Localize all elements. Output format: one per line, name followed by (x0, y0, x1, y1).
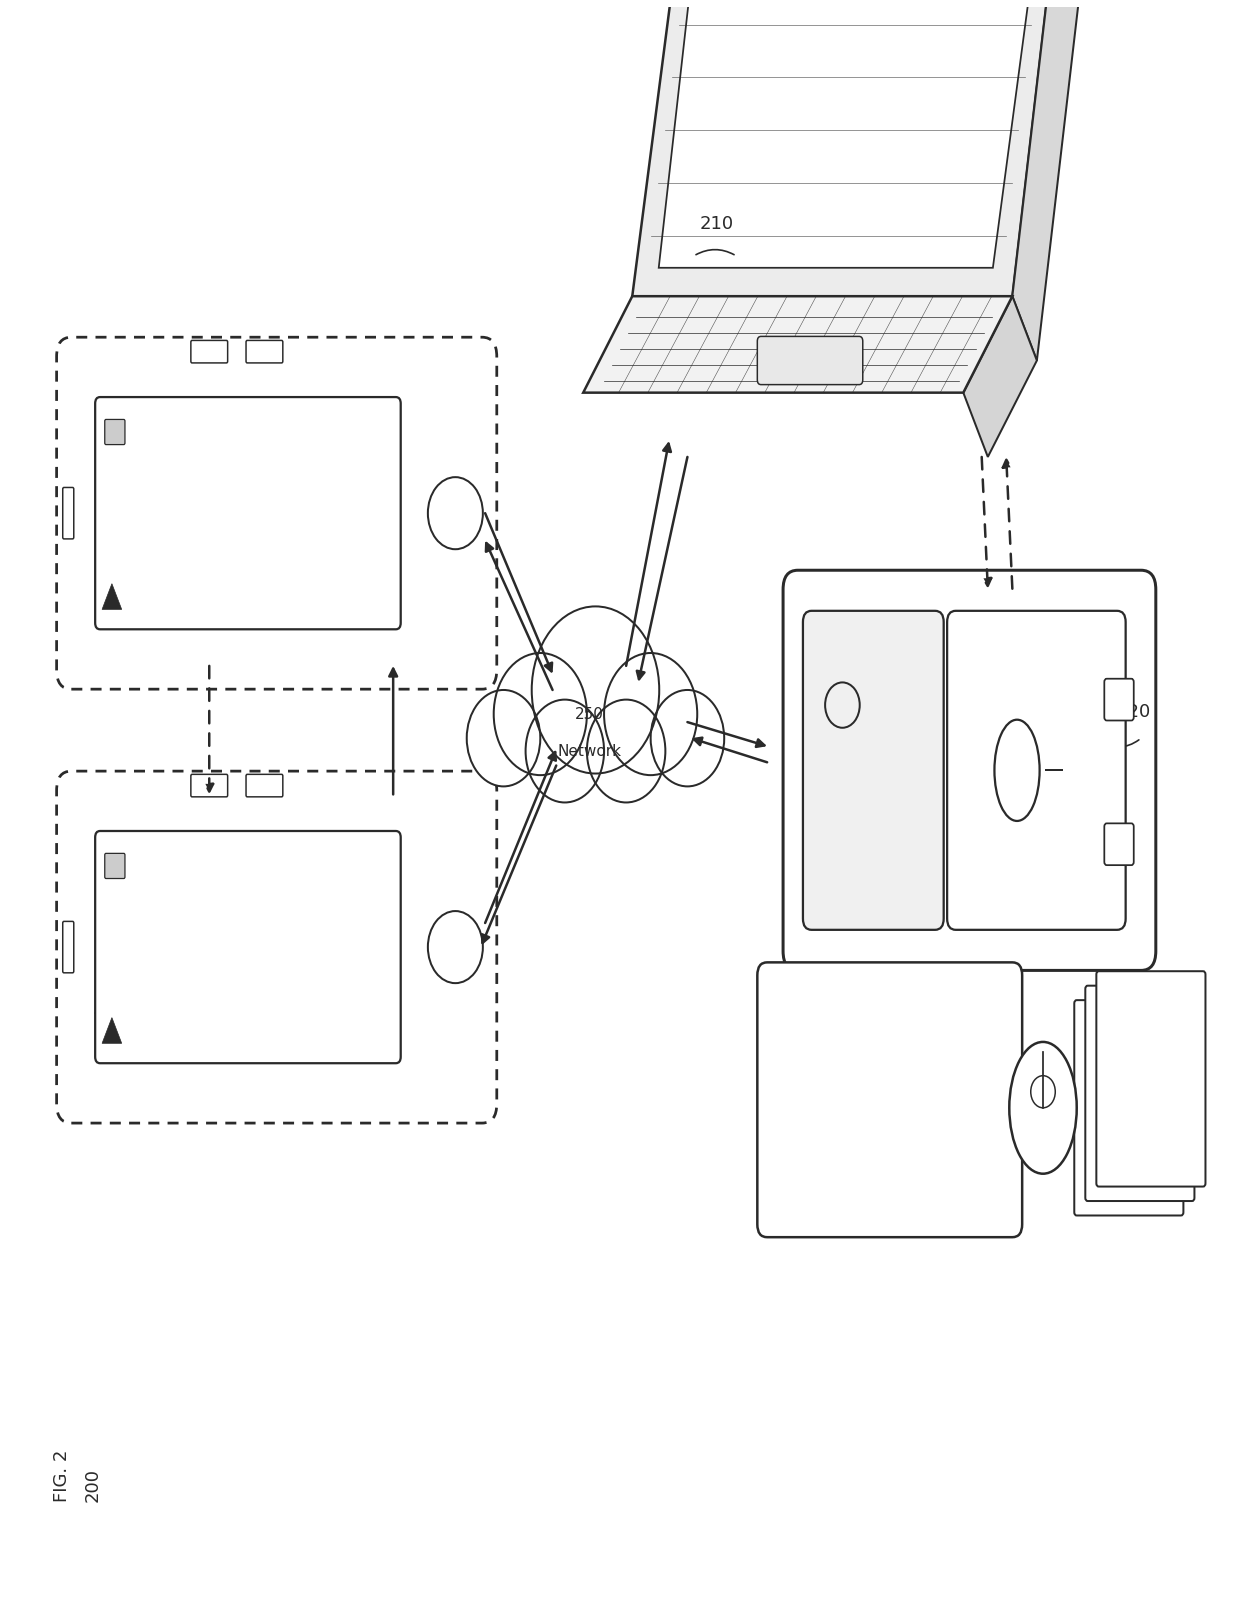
Text: 240: 240 (160, 587, 195, 606)
Polygon shape (583, 297, 1012, 392)
FancyBboxPatch shape (947, 611, 1126, 930)
Circle shape (587, 700, 666, 802)
Ellipse shape (1009, 1042, 1076, 1174)
FancyBboxPatch shape (63, 488, 73, 538)
FancyBboxPatch shape (57, 772, 497, 1123)
FancyBboxPatch shape (191, 775, 228, 798)
FancyBboxPatch shape (1105, 823, 1133, 866)
Circle shape (494, 653, 587, 775)
Circle shape (604, 653, 697, 775)
FancyBboxPatch shape (191, 340, 228, 363)
Text: 200: 200 (84, 1467, 102, 1501)
FancyBboxPatch shape (804, 611, 944, 930)
Polygon shape (102, 1018, 122, 1044)
Circle shape (466, 691, 541, 786)
FancyBboxPatch shape (784, 571, 1156, 971)
Text: 250: 250 (575, 707, 604, 721)
Polygon shape (1012, 0, 1092, 360)
Text: 220: 220 (1116, 704, 1151, 721)
FancyBboxPatch shape (63, 921, 73, 973)
FancyBboxPatch shape (758, 963, 1022, 1237)
Polygon shape (102, 584, 122, 609)
Polygon shape (963, 297, 1037, 457)
FancyBboxPatch shape (104, 420, 125, 444)
FancyBboxPatch shape (1105, 679, 1133, 720)
Text: FIG. 2: FIG. 2 (53, 1449, 71, 1501)
FancyBboxPatch shape (104, 853, 125, 879)
Circle shape (651, 691, 724, 786)
FancyBboxPatch shape (1085, 986, 1194, 1201)
FancyBboxPatch shape (758, 337, 863, 384)
Text: Network: Network (557, 744, 621, 759)
Text: 210: 210 (699, 214, 734, 233)
Text: 230: 230 (99, 1018, 133, 1036)
Polygon shape (658, 0, 1049, 267)
FancyBboxPatch shape (57, 337, 497, 689)
FancyBboxPatch shape (1096, 971, 1205, 1187)
Circle shape (532, 606, 660, 773)
FancyBboxPatch shape (1074, 1000, 1183, 1216)
Polygon shape (632, 0, 1068, 297)
FancyBboxPatch shape (246, 340, 283, 363)
Circle shape (526, 700, 604, 802)
FancyBboxPatch shape (95, 397, 401, 629)
FancyBboxPatch shape (95, 832, 401, 1063)
FancyBboxPatch shape (246, 775, 283, 798)
